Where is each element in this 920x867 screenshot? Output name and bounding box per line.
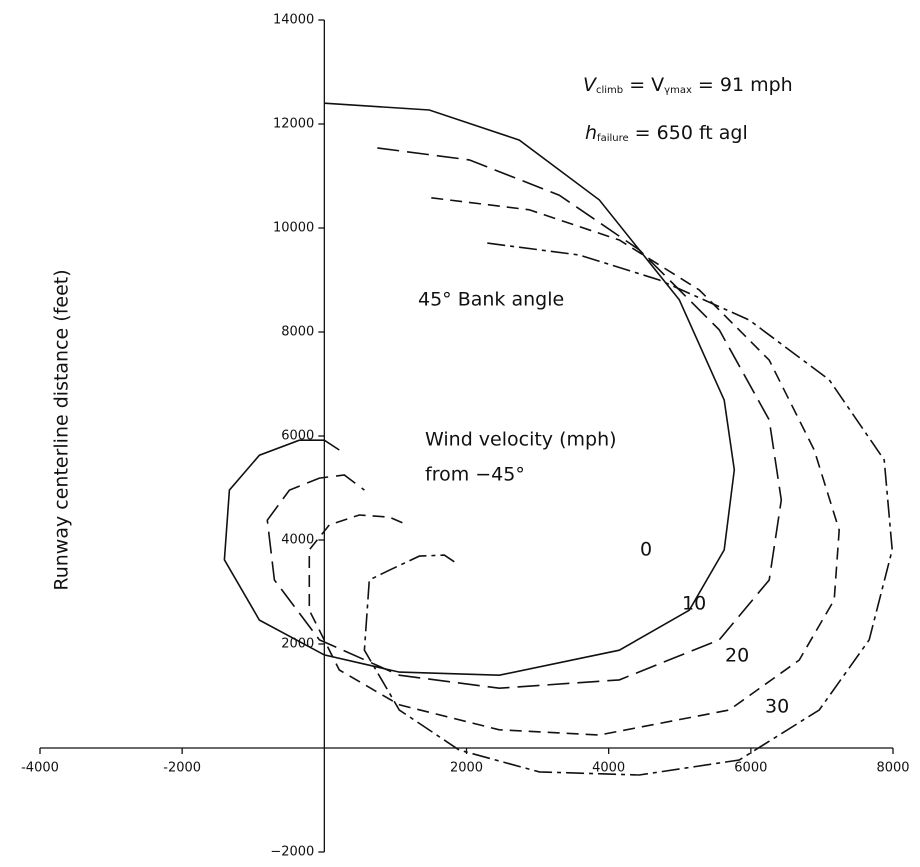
note-part: = 91 mph [692, 74, 793, 96]
annotation: 45° Bank angle [418, 289, 564, 311]
x-tick-label: 8000 [876, 761, 909, 776]
curve [223, 102, 736, 677]
series-label: 30 [765, 696, 789, 718]
y-tick-label: 10000 [273, 221, 314, 236]
series-label: 0 [640, 539, 652, 561]
x-tick-label: 6000 [734, 761, 767, 776]
y-axis-label: Runway centerline distance (feet) [51, 269, 73, 590]
y-tick-label: 14000 [273, 13, 314, 28]
y-tick-label: −2000 [270, 845, 314, 860]
y-tick-label: 2000 [281, 637, 314, 652]
x-tick-label: 4000 [592, 761, 625, 776]
x-tick-label: -2000 [163, 761, 201, 776]
curve [266, 147, 783, 690]
y-tick-label: 4000 [281, 533, 314, 548]
y-tick-label: 8000 [281, 325, 314, 340]
series-label: 20 [725, 645, 749, 667]
y-tick-label: 12000 [273, 117, 314, 132]
note-part: = 650 ft agl [629, 122, 748, 144]
curve [308, 197, 841, 736]
series-label: 10 [682, 593, 706, 615]
curve [363, 242, 894, 776]
note-part: V [583, 74, 598, 96]
note: Vclimb = Vγmax = 91 mph [583, 74, 793, 97]
note: hfailure = 650 ft agl [585, 122, 748, 145]
note-part: climb [596, 85, 623, 96]
note-part: γmax [664, 85, 692, 96]
note-part: failure [597, 133, 629, 144]
note-part: h [585, 122, 597, 144]
note-part: = V [623, 74, 664, 96]
annotation: Wind velocity (mph) [425, 429, 617, 451]
annotation: from −45° [425, 464, 525, 486]
x-tick-label: -4000 [21, 761, 59, 776]
x-tick-label: 2000 [450, 761, 483, 776]
